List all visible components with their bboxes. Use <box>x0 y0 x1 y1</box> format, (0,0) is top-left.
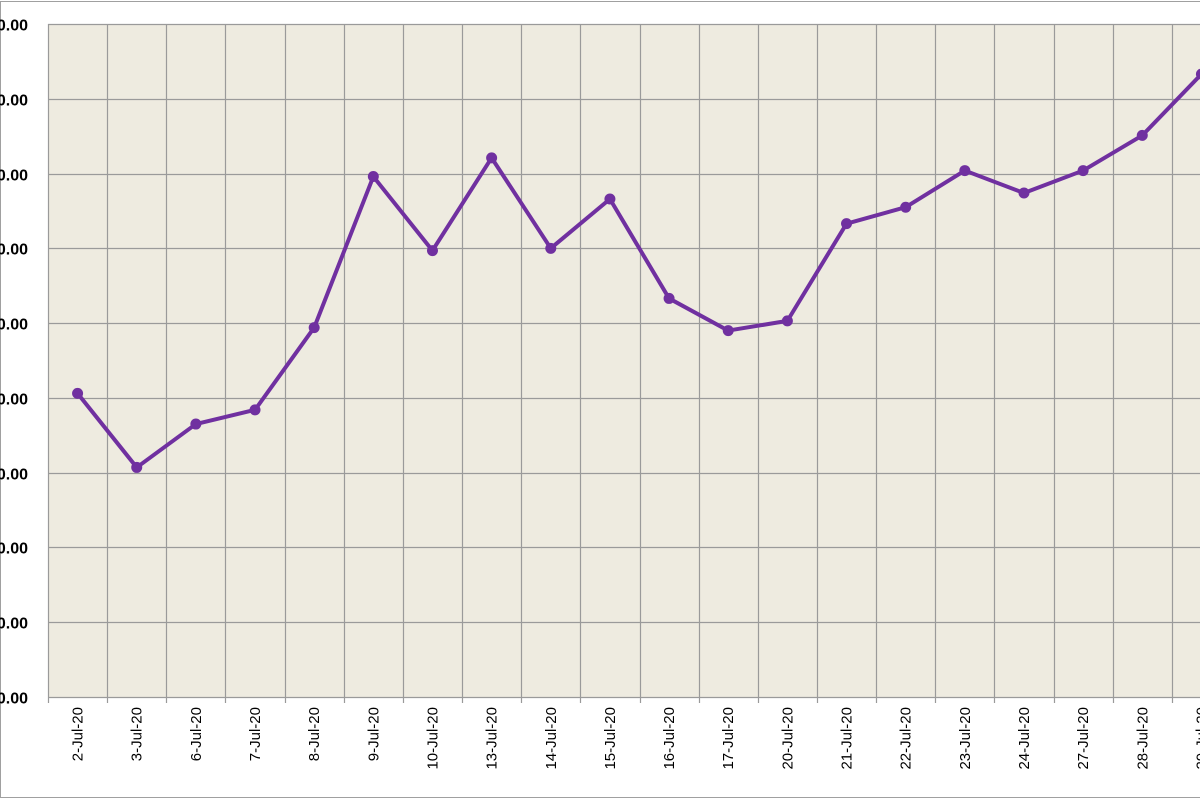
x-tick-label: 10-Jul-20 <box>424 707 441 770</box>
series-group <box>72 68 1200 473</box>
data-point <box>545 242 557 254</box>
x-tick-label: 9-Jul-20 <box>365 707 382 761</box>
data-point <box>1195 68 1200 80</box>
y-tick-label: 0.00 <box>0 317 28 334</box>
data-point <box>190 418 202 430</box>
data-point <box>131 461 143 473</box>
x-axis-tick-labels: 2-Jul-20 3-Jul-20 6-Jul-20 7-Jul-20 8-Jul-20… <box>70 707 1200 770</box>
data-point <box>72 387 84 399</box>
y-tick-label: 0.00 <box>0 168 28 185</box>
x-tick-label: 7-Jul-20 <box>247 707 264 761</box>
data-point <box>1077 165 1089 177</box>
x-tick-label: 17-Jul-20 <box>720 707 737 770</box>
data-point <box>1018 187 1030 199</box>
x-tick-label: 6-Jul-20 <box>188 707 205 761</box>
vertical-gridlines <box>47 24 1174 703</box>
y-tick-label: 0.00 <box>0 691 28 708</box>
data-point <box>1136 129 1148 141</box>
data-point <box>249 404 261 416</box>
x-tick-label: 16-Jul-20 <box>661 707 678 770</box>
x-tick-label: 14-Jul-20 <box>543 707 560 770</box>
series-line <box>75 72 1200 470</box>
data-point <box>781 315 793 327</box>
y-tick-label: 0.00 <box>0 541 28 558</box>
x-tick-label: 23-Jul-20 <box>957 707 974 770</box>
x-tick-label: 20-Jul-20 <box>779 707 796 770</box>
x-tick-label: 13-Jul-20 <box>484 707 501 770</box>
x-tick-label: 15-Jul-20 <box>602 707 619 770</box>
data-point <box>308 322 320 334</box>
data-point <box>663 292 675 304</box>
x-tick-label: 8-Jul-20 <box>306 707 323 761</box>
y-tick-label: 0.00 <box>0 616 28 633</box>
y-tick-label: 0.00 <box>0 18 28 35</box>
data-point <box>722 325 734 337</box>
x-tick-label: 3-Jul-20 <box>129 707 146 761</box>
data-point <box>367 171 379 183</box>
y-tick-label: 0.00 <box>0 93 28 110</box>
plot-area <box>48 24 1200 697</box>
y-tick-label: 0.00 <box>0 392 28 409</box>
x-tick-label: 27-Jul-20 <box>1075 707 1092 770</box>
data-point <box>900 201 912 213</box>
x-tick-label: 28-Jul-20 <box>1134 707 1151 770</box>
plot-background <box>48 24 1200 697</box>
data-point <box>426 245 438 257</box>
horizontal-gridlines <box>48 23 1200 699</box>
y-tick-label: 0.00 <box>0 242 28 259</box>
x-tick-label: 22-Jul-20 <box>898 707 915 770</box>
x-tick-label: 21-Jul-20 <box>839 707 856 770</box>
data-point <box>604 193 616 205</box>
y-tick-label: 0.00 <box>0 467 28 484</box>
x-tick-label: 24-Jul-20 <box>1016 707 1033 770</box>
data-point <box>959 165 971 177</box>
x-tick-label: 2-Jul-20 <box>70 707 87 761</box>
data-point <box>486 152 498 164</box>
x-tick-label: 29-Jul-20 <box>1193 707 1200 770</box>
data-point <box>841 218 853 230</box>
y-axis-tick-labels: 0.00 0.00 0.00 0.00 0.00 0.00 0.00 0.00 0.00 0.00 <box>0 18 28 708</box>
